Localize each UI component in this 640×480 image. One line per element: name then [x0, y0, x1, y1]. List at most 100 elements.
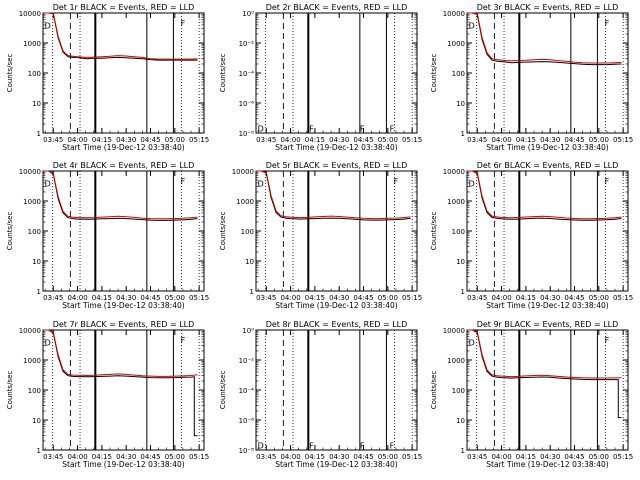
y-tick-label: 1000 — [447, 357, 465, 365]
chart-panel-2: Det 2r BLACK = Events, RED = LLD 10⁻⁸ 10⁻⁶… — [219, 3, 422, 152]
plot-frame — [42, 170, 205, 292]
x-tick-label: 05:00 — [589, 453, 609, 461]
series-line-lld — [467, 329, 622, 379]
y-tick-label: 1000 — [23, 40, 41, 48]
y-tick-label: 1 — [37, 130, 41, 138]
x-tick-label: 04:00 — [280, 294, 300, 302]
series-line-lld — [43, 170, 198, 220]
x-tick-label: 05:00 — [378, 294, 398, 302]
x-tick-label: 04:30 — [329, 136, 349, 144]
marker-letter: D — [258, 125, 264, 134]
y-tick-label: 100 — [452, 70, 465, 78]
chart-panel-4: Det 4r BLACK = Events, RED = LLD 1 10 100 10… — [6, 161, 209, 310]
x-tick-label: 04:15 — [516, 453, 536, 461]
x-tick-label: 05:00 — [589, 294, 609, 302]
chart-panel-5: Det 5r BLACK = Events, RED = LLD 1 10 100 10… — [219, 161, 422, 310]
x-tick-label: 04:30 — [540, 294, 560, 302]
y-tick-label: 1 — [461, 130, 465, 138]
marker-letter: F — [390, 125, 395, 134]
y-tick-label: 100 — [28, 387, 41, 395]
marker-letter: F — [390, 442, 395, 451]
x-tick-label: 04:00 — [67, 294, 87, 302]
y-tick-label: 10 — [456, 417, 465, 425]
x-tick-label: 04:15 — [516, 136, 536, 144]
y-tick-label: 10000 — [19, 168, 41, 176]
y-tick-label: 10⁻⁶ — [239, 417, 255, 425]
x-tick-label: 04:30 — [540, 136, 560, 144]
y-axis-label: Counts/sec — [430, 212, 438, 251]
x-tick-label: 04:15 — [92, 136, 112, 144]
y-tick-label: 10 — [32, 258, 41, 266]
chart-title: Det 7r BLACK = Events, RED = LLD — [53, 320, 195, 329]
y-tick-label: 1000 — [447, 198, 465, 206]
marker-letter: D — [45, 179, 51, 188]
chart-panel-7: Det 7r BLACK = Events, RED = LLD 1 10 100 10… — [6, 320, 209, 469]
x-tick-label: 04:30 — [116, 294, 136, 302]
plot-frame — [255, 170, 418, 292]
x-tick-label: 05:00 — [165, 136, 185, 144]
x-tick-label: 04:00 — [491, 453, 511, 461]
x-tick-label: 04:45 — [353, 453, 373, 461]
plot-frame — [255, 329, 418, 451]
x-tick-label: 05:15 — [189, 453, 209, 461]
y-tick-label: 1000 — [23, 198, 41, 206]
series-line-lld — [256, 170, 411, 220]
x-axis-label: Start Time (19-Dec-12 03:38:40) — [275, 143, 397, 152]
marker-letter: D — [469, 338, 475, 347]
series-line-events — [43, 170, 198, 221]
y-tick-label: 10000 — [19, 10, 41, 18]
series-line-events — [256, 170, 411, 221]
y-axis-label: Counts/sec — [430, 371, 438, 410]
y-tick-label: 10⁻⁸ — [239, 447, 255, 455]
x-tick-label: 03:45 — [467, 136, 487, 144]
chart-panel-9: Det 9r BLACK = Events, RED = LLD 1 10 100 10… — [430, 320, 633, 469]
x-tick-label: 04:45 — [140, 294, 160, 302]
series-line-events — [43, 12, 198, 61]
series-line-lld — [43, 12, 198, 60]
chart-panel-3: Det 3r BLACK = Events, RED = LLD 1 10 100 10… — [430, 3, 633, 152]
x-tick-label: 04:30 — [540, 453, 560, 461]
series-line-events — [467, 170, 622, 221]
plot-frame — [42, 329, 205, 451]
marker-letter: D — [469, 179, 475, 188]
x-tick-label: 05:00 — [589, 136, 609, 144]
y-tick-label: 1000 — [236, 198, 254, 206]
y-tick-label: 1 — [250, 288, 254, 296]
plot-frame — [466, 170, 629, 292]
marker-letter: F — [309, 125, 314, 134]
x-tick-label: 04:15 — [92, 453, 112, 461]
chart-title: Det 6r BLACK = Events, RED = LLD — [477, 161, 619, 170]
x-tick-label: 04:45 — [353, 294, 373, 302]
x-tick-label: 04:30 — [329, 453, 349, 461]
chart-title: Det 1r BLACK = Events, RED = LLD — [53, 3, 195, 12]
x-tick-label: 05:15 — [613, 453, 633, 461]
series-line-lld — [467, 12, 622, 64]
y-tick-label: 100 — [452, 228, 465, 236]
series-line-events — [43, 329, 198, 437]
y-axis-label: Counts/sec — [6, 54, 14, 93]
y-tick-label: 10 — [32, 417, 41, 425]
marker-letter: F — [309, 442, 314, 451]
x-tick-label: 05:15 — [402, 453, 422, 461]
x-tick-label: 04:30 — [116, 136, 136, 144]
x-tick-label: 03:45 — [43, 453, 63, 461]
chart-title: Det 9r BLACK = Events, RED = LLD — [477, 320, 619, 329]
chart-title: Det 4r BLACK = Events, RED = LLD — [53, 161, 195, 170]
x-axis-label: Start Time (19-Dec-12 03:38:40) — [275, 301, 397, 310]
y-axis-label: Counts/sec — [219, 54, 227, 93]
plot-frame — [255, 12, 418, 134]
y-tick-label: 1000 — [447, 40, 465, 48]
y-tick-label: 10000 — [443, 168, 465, 176]
series-line-lld — [467, 170, 622, 220]
chart-title: Det 8r BLACK = Events, RED = LLD — [266, 320, 408, 329]
marker-letter: D — [258, 179, 264, 188]
chart-panel-6: Det 6r BLACK = Events, RED = LLD 1 10 100 10… — [430, 161, 633, 310]
chart-title: Det 3r BLACK = Events, RED = LLD — [477, 3, 619, 12]
x-tick-label: 04:15 — [516, 294, 536, 302]
y-axis-label: Counts/sec — [6, 212, 14, 251]
x-axis-label: Start Time (19-Dec-12 03:38:40) — [62, 301, 184, 310]
y-tick-label: 10000 — [443, 327, 465, 335]
y-axis-label: Counts/sec — [219, 371, 227, 410]
y-tick-label: 10⁻² — [239, 40, 255, 48]
